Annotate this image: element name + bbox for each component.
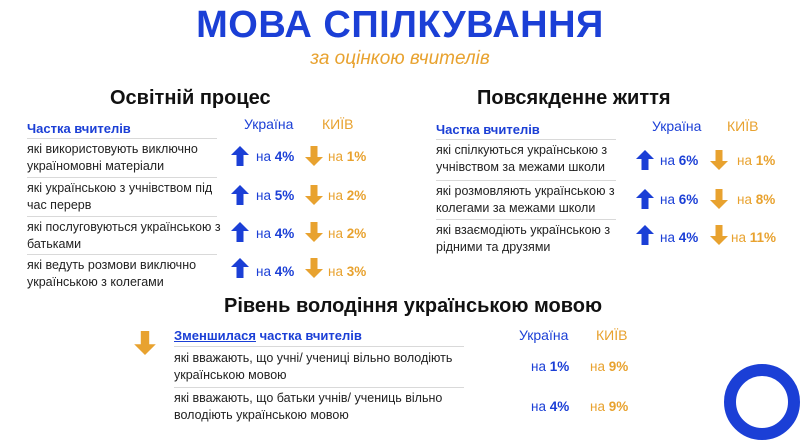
kv-value: 2% [346,226,367,241]
kv-prefix: на [590,359,605,374]
bottom-label: Зменшилася частка вчителів [174,328,362,343]
page-title: МОВА СПІЛКУВАННЯ [196,4,604,46]
ua-prefix: на [531,399,546,414]
row-divider [27,177,217,178]
left-divider [27,138,217,139]
kv-value: 8% [755,192,776,207]
arrow-down-icon [710,150,728,170]
arrow-up-icon [636,189,654,209]
row-divider [436,180,616,181]
bottom-divider [174,346,464,347]
ua-prefix: на [256,149,271,164]
arrow-up-icon [231,146,249,166]
ua-value: 4% [274,226,295,241]
row-text: які українською з учнівством під час пер… [27,181,213,212]
kv-prefix: на [328,188,343,203]
kv-value: 9% [608,359,629,374]
right-label: Частка вчителів [436,122,540,137]
ring-decoration [722,362,800,442]
ua-value: 4% [274,149,295,164]
arrow-down-icon [710,225,728,245]
kv-value: 3% [346,264,367,279]
right-section-heading: Повсякденне життя [477,87,671,109]
row-text: які вважають, що батьки учнів/ учениць в… [174,391,443,422]
row-text: які взаємодіють українською з рідними та… [436,223,611,254]
arrow-down-icon [710,189,728,209]
bottom-section-heading: Рівень володіння українською мовою [224,295,603,317]
left-label: Частка вчителів [27,121,131,136]
ua-prefix: на [256,264,271,279]
row-divider [27,216,217,217]
row-text: які розмовляють українською з колегами з… [436,184,615,215]
left-col-kyiv: КИЇВ [322,116,354,132]
left-col-ukraine: Україна [244,116,294,132]
ua-prefix: на [660,192,675,207]
page-subtitle: за оцінкою вчителів [310,48,490,69]
ua-prefix: на [256,188,271,203]
row-text: які спілкуються українською з учнівством… [436,143,608,174]
arrow-down-icon [305,146,323,166]
ua-prefix: на [660,153,675,168]
arrow-down-icon [133,331,157,355]
right-col-kyiv: КИЇВ [727,118,759,134]
arrow-down-icon [305,222,323,242]
arrow-up-icon [636,225,654,245]
kv-value: 11% [749,230,777,245]
ua-value: 4% [549,399,570,414]
arrow-up-icon [231,258,249,278]
right-divider [436,139,616,140]
ua-prefix: на [531,359,546,374]
kv-value: 9% [608,399,629,414]
bottom-col-ukraine: Україна [519,327,569,343]
kv-value: 1% [346,149,367,164]
ua-value: 6% [678,192,699,207]
ua-value: 4% [678,230,699,245]
kv-prefix: на [737,153,752,168]
ua-value: 6% [678,153,699,168]
left-section-heading: Освітній процес [110,87,271,109]
kv-prefix: на [328,226,343,241]
kv-value: 1% [755,153,776,168]
row-divider [27,254,217,255]
kv-prefix: на [328,149,343,164]
row-text: які використовують виключно україномовні… [27,142,198,173]
kv-prefix: на [737,192,752,207]
arrow-up-icon [231,185,249,205]
ua-prefix: на [256,226,271,241]
row-divider [436,219,616,220]
row-text: які ведуть розмови виключно українською … [27,258,197,289]
bottom-col-kyiv: КИЇВ [596,327,628,343]
arrow-up-icon [231,222,249,242]
bottom-label-underlined: Зменшилася [174,328,256,343]
kv-prefix: на [590,399,605,414]
bottom-label-rest: частка вчителів [255,328,362,343]
arrow-up-icon [636,150,654,170]
kv-prefix: на [731,230,746,245]
arrow-down-icon [305,185,323,205]
kv-value: 2% [346,188,367,203]
row-text: які вважають, що учні/ учениці вільно во… [174,351,453,382]
right-col-ukraine: Україна [652,118,702,134]
row-text: які послуговуються українською з батькам… [27,220,221,251]
ua-value: 4% [274,264,295,279]
ua-value: 1% [549,359,570,374]
row-divider [174,387,464,388]
ua-value: 5% [274,188,295,203]
kv-prefix: на [328,264,343,279]
arrow-down-icon [305,258,323,278]
ua-prefix: на [660,230,675,245]
